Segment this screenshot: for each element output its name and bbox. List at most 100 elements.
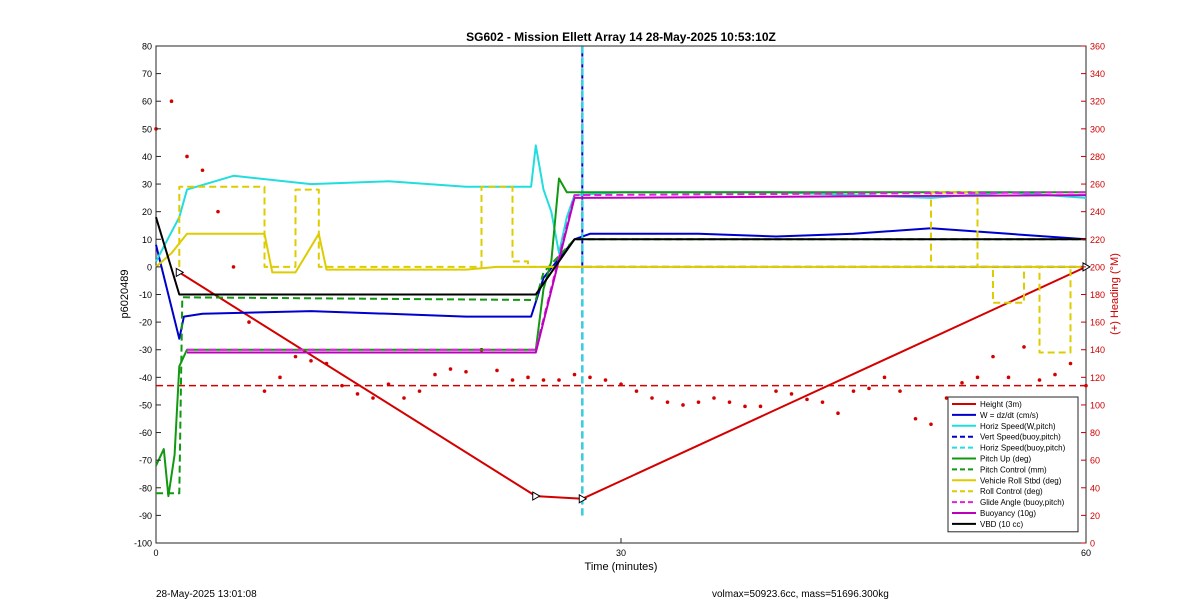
x-tick-label: 30 — [616, 548, 626, 558]
series-line-8 — [178, 185, 1072, 354]
legend: Height (3m) W = dz/dt (cm/s) Horiz Speed(W… — [947, 396, 1079, 533]
heading-point — [417, 389, 422, 393]
series-line-10 — [187, 194, 1087, 354]
heading-point — [200, 168, 205, 173]
legend-label: Roll Control (deg) — [980, 487, 1043, 496]
y-tick-label-right: 180 — [1090, 290, 1105, 300]
heading-point — [882, 375, 887, 380]
x-axis-label: Time (minutes) — [585, 561, 658, 573]
heading-point — [681, 403, 685, 407]
heading-point — [216, 209, 220, 214]
y-tick-label-right: 80 — [1090, 428, 1100, 438]
y-tick-label-left: -10 — [139, 290, 152, 300]
heading-point — [712, 396, 716, 400]
legend-label: Horiz Speed(W,pitch) — [980, 422, 1056, 431]
heading-point — [960, 381, 964, 385]
y-tick-label-right: 320 — [1090, 97, 1105, 107]
legend-label: Pitch Control (mm) — [980, 465, 1047, 474]
footer-mass-info: volmax=50923.6cc, mass=51696.300kg — [712, 589, 889, 600]
heading-point — [913, 416, 918, 421]
y-axis-label-right: (+) Heading (°M) — [1109, 253, 1121, 335]
heading-point — [774, 389, 778, 393]
series-line-7 — [155, 232, 1086, 274]
y-tick-label-left: -90 — [139, 511, 152, 521]
heading-point — [402, 396, 406, 400]
height-marker — [532, 491, 541, 501]
heading-point — [355, 392, 360, 396]
data-layer — [154, 45, 1092, 516]
y-tick-label-left: -70 — [139, 456, 152, 466]
y-tick-label-left: -60 — [139, 428, 152, 438]
y-tick-label-left: -100 — [134, 539, 152, 549]
legend-label: Buoyancy (10g) — [980, 509, 1036, 518]
y-tick-label-left: -40 — [139, 373, 152, 383]
legend-label: Height (3m) — [980, 400, 1022, 409]
y-tick-label-right: 160 — [1090, 318, 1105, 328]
heading-point — [293, 354, 298, 359]
y-tick-label-right: 0 — [1090, 539, 1095, 549]
heading-point — [805, 397, 809, 402]
heading-point — [340, 383, 344, 388]
heading-point — [696, 400, 701, 404]
y-tick-label-left: 20 — [142, 207, 152, 217]
heading-point — [758, 404, 763, 409]
heading-point — [1068, 361, 1073, 366]
y-tick-label-right: 300 — [1090, 124, 1105, 134]
heading-point — [433, 372, 437, 377]
x-tick-label: 60 — [1081, 548, 1091, 558]
y-tick-label-left: -30 — [139, 345, 152, 355]
heading-point — [650, 396, 654, 400]
heading-point — [975, 375, 980, 380]
heading-point — [898, 389, 902, 393]
y-tick-label-right: 360 — [1090, 42, 1105, 52]
heading-point — [929, 422, 933, 427]
legend-box — [947, 396, 1079, 533]
heading-point — [743, 404, 747, 409]
y-axis-label-left: p6020489 — [119, 270, 131, 319]
heading-point — [588, 375, 592, 380]
heading-point — [169, 99, 174, 104]
series-line-0 — [178, 265, 1087, 500]
heading-point — [185, 154, 189, 159]
heading-point — [619, 382, 623, 387]
y-tick-label-left: -50 — [139, 400, 152, 410]
heading-point — [1037, 378, 1042, 382]
legend-label: Vert Speed(buoy,pitch) — [980, 433, 1061, 442]
y-tick-label-left: 70 — [142, 69, 152, 79]
height-marker — [175, 267, 185, 278]
heading-point — [789, 392, 794, 396]
legend-label: Vehicle Roll Stbd (deg) — [980, 476, 1062, 485]
y-tick-label-right: 100 — [1090, 400, 1105, 410]
heading-point — [510, 378, 515, 382]
heading-point — [836, 411, 840, 416]
legend-label: Horiz Speed(buoy,pitch) — [980, 444, 1066, 453]
legend-label: Pitch Up (deg) — [980, 455, 1031, 464]
heading-point — [1053, 372, 1057, 377]
heading-point — [727, 400, 732, 404]
heading-point — [371, 396, 375, 400]
heading-point — [495, 368, 499, 373]
height-marker — [578, 493, 588, 504]
y-tick-label-right: 60 — [1090, 456, 1100, 466]
heading-point — [665, 400, 670, 404]
heading-point — [867, 386, 871, 391]
heading-point — [309, 358, 313, 363]
y-tick-label-left: 80 — [142, 42, 152, 52]
footer-timestamp: 28-May-2025 13:01:08 — [156, 589, 257, 600]
heading-point — [1022, 345, 1026, 349]
heading-point — [1084, 383, 1088, 388]
series-line-6 — [156, 238, 1086, 495]
heading-point — [944, 396, 949, 400]
heading-point — [572, 372, 577, 377]
y-tick-label-left: 0 — [147, 262, 152, 272]
heading-point — [448, 367, 453, 371]
y-tick-label-right: 260 — [1090, 180, 1105, 190]
axes-layer: 80706050403020100-10-20-30-40-50-60-70-8… — [134, 42, 1105, 559]
y-tick-label-right: 200 — [1090, 262, 1105, 272]
series-line-9 — [187, 191, 1087, 351]
y-tick-label-right: 20 — [1090, 511, 1100, 521]
y-tick-label-right: 40 — [1090, 483, 1100, 493]
heading-point — [262, 389, 267, 393]
y-tick-label-right: 340 — [1090, 69, 1105, 79]
